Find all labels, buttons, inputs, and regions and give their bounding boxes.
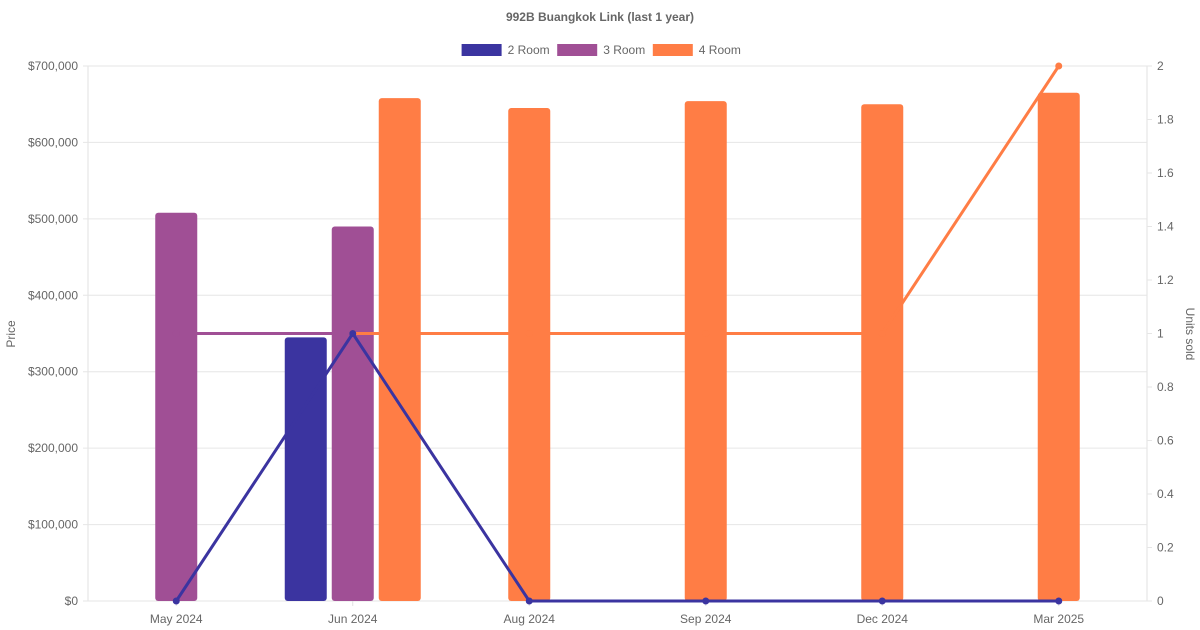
bar-4-room bbox=[684, 101, 727, 602]
y-right-tick-label: 1.6 bbox=[1157, 166, 1174, 180]
point-4-room bbox=[702, 330, 710, 337]
y-right-tick-label: 1.8 bbox=[1157, 113, 1174, 127]
point-2-room bbox=[878, 597, 886, 605]
bar-2-room bbox=[284, 337, 327, 601]
y-left-tick-label: $600,000 bbox=[28, 135, 78, 149]
point-2-room bbox=[1055, 597, 1063, 605]
y-axis-right-title: Units sold bbox=[1183, 308, 1197, 361]
bar-3-room bbox=[331, 226, 374, 601]
legend-swatch-2-room bbox=[461, 44, 502, 56]
y-left-tick-label: $300,000 bbox=[28, 365, 78, 379]
y-axis-left: $0 $100,000 $200,000 $300,000 $400,000 $500,0… bbox=[28, 59, 78, 608]
point-2-room bbox=[702, 597, 710, 605]
x-tick-label: Dec 2024 bbox=[857, 612, 909, 626]
point-4-room bbox=[878, 330, 886, 337]
legend-label-3-room: 3 Room bbox=[603, 43, 645, 57]
point-2-room bbox=[525, 597, 533, 605]
x-tick-label: Jun 2024 bbox=[328, 612, 378, 626]
y-right-tick-label: 0.2 bbox=[1157, 541, 1174, 555]
y-left-tick-label: $100,000 bbox=[28, 518, 78, 532]
point-3-room bbox=[172, 330, 180, 337]
y-right-tick-label: 1 bbox=[1157, 327, 1164, 341]
gridlines bbox=[83, 65, 1152, 606]
y-left-tick-label: $400,000 bbox=[28, 288, 78, 302]
bar-4-room bbox=[1037, 92, 1080, 601]
legend[interactable]: 2 Room 3 Room 4 Room bbox=[461, 43, 741, 57]
bar-4-room bbox=[508, 108, 551, 602]
bar-series bbox=[155, 92, 1080, 602]
y-left-tick-label: $700,000 bbox=[28, 59, 78, 73]
point-2-room bbox=[172, 597, 180, 605]
x-tick-label: Sep 2024 bbox=[680, 612, 732, 626]
bar-4-room bbox=[861, 104, 904, 601]
point-4-room bbox=[525, 330, 533, 337]
y-left-tick-label: $0 bbox=[65, 594, 79, 608]
y-right-tick-label: 0.6 bbox=[1157, 434, 1174, 448]
x-tick-label: Mar 2025 bbox=[1033, 612, 1084, 626]
chart-title: 992B Buangkok Link (last 1 year) bbox=[506, 10, 694, 24]
point-4-room bbox=[1055, 62, 1063, 70]
point-2-room bbox=[349, 330, 357, 337]
line-2-room bbox=[174, 332, 1059, 603]
x-tick-label: May 2024 bbox=[150, 612, 203, 626]
bar-4-room bbox=[378, 98, 421, 601]
y-left-tick-label: $500,000 bbox=[28, 212, 78, 226]
y-right-tick-label: 0 bbox=[1157, 594, 1164, 608]
x-axis: May 2024 Jun 2024 Aug 2024 Sep 2024 Dec 2024… bbox=[150, 612, 1085, 626]
legend-label-2-room: 2 Room bbox=[508, 43, 550, 57]
legend-swatch-4-room bbox=[652, 44, 693, 56]
y-right-tick-label: 0.4 bbox=[1157, 487, 1174, 501]
y-left-tick-label: $200,000 bbox=[28, 441, 78, 455]
y-right-tick-label: 2 bbox=[1157, 59, 1164, 73]
y-right-tick-label: 0.8 bbox=[1157, 380, 1174, 394]
line-series bbox=[172, 62, 1063, 605]
bar-3-room bbox=[155, 212, 198, 601]
y-right-tick-label: 1.2 bbox=[1157, 273, 1174, 287]
legend-swatch-3-room bbox=[557, 44, 598, 56]
y-axis-right: 0 0.2 0.4 0.6 0.8 1 1.2 1.4 1.6 1.8 2 bbox=[1157, 59, 1174, 608]
x-tick-label: Aug 2024 bbox=[504, 612, 556, 626]
legend-label-4-room: 4 Room bbox=[699, 43, 741, 57]
y-axis-left-title: Price bbox=[4, 320, 18, 348]
y-right-tick-label: 1.4 bbox=[1157, 220, 1174, 234]
